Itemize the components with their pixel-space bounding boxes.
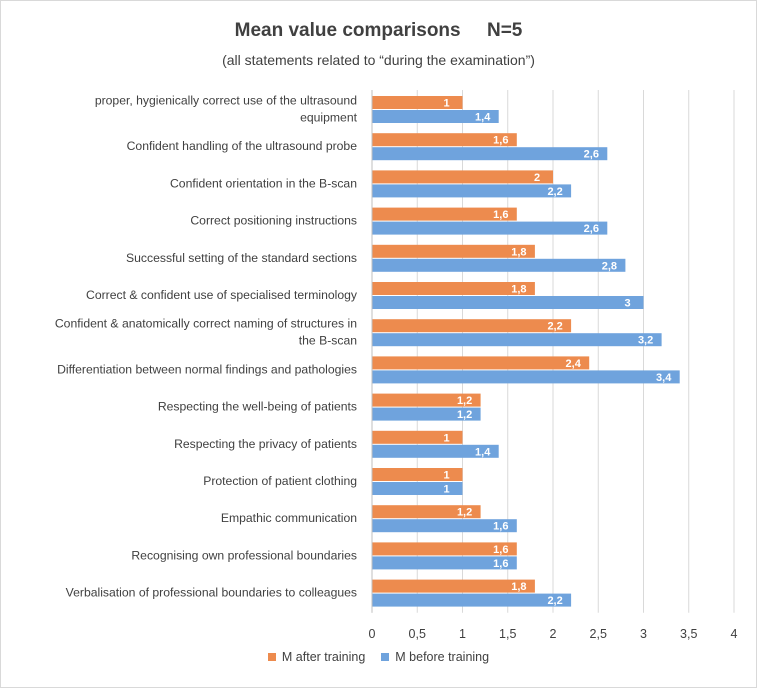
data-label: 2 — [534, 172, 540, 184]
chart-title: Mean value comparisons N=5 — [234, 20, 523, 41]
bar-before-training — [372, 221, 608, 235]
category-label: Respecting the privacy of patients — [174, 437, 357, 451]
bar-after-training — [372, 356, 590, 370]
data-label: 3,4 — [656, 372, 672, 384]
data-label: 2,2 — [547, 321, 562, 333]
legend-swatch-after — [267, 653, 276, 661]
category-label: Respecting the well-being of patients — [158, 400, 357, 414]
bar-before-training — [372, 519, 517, 533]
category-label: Successful setting of the standard secti… — [126, 251, 357, 265]
data-label: 3 — [624, 298, 630, 310]
chart-subtitle: (all statements related to “during the e… — [222, 52, 535, 68]
bar-before-training — [372, 333, 662, 347]
data-label: 2,4 — [566, 358, 582, 370]
bar-after-training — [372, 170, 553, 184]
data-label: 1,6 — [493, 135, 508, 147]
data-label: 2,6 — [584, 223, 599, 235]
data-label: 1,4 — [475, 112, 491, 124]
data-label: 1,2 — [457, 409, 472, 421]
bar-before-training — [372, 407, 481, 421]
bar-after-training — [372, 244, 535, 258]
data-label: 1,6 — [493, 544, 508, 556]
category-label: Confident orientation in the B-scan — [170, 176, 357, 190]
data-label: 2,8 — [602, 260, 617, 272]
legend-item-before: M before training — [381, 650, 489, 664]
bar-before-training — [372, 593, 572, 607]
category-label: the B-scan — [299, 334, 357, 348]
bar-after-training — [372, 282, 535, 295]
data-label: 1 — [443, 98, 449, 110]
bar-after-training — [372, 319, 572, 333]
data-label: 1,8 — [511, 246, 526, 258]
data-label: 3,2 — [638, 335, 653, 347]
bar-after-training — [372, 468, 463, 481]
bar-after-training — [372, 430, 463, 444]
bar-before-training — [372, 184, 572, 198]
category-label: proper, hygienically correct use of the … — [95, 94, 357, 108]
legend-label-before: M before training — [395, 650, 490, 664]
bar-after-training — [372, 542, 517, 556]
x-tick-label: 2 — [550, 627, 557, 641]
legend: M after training M before training — [0, 650, 757, 664]
bar-after-training — [372, 207, 517, 221]
bar-before-training — [372, 556, 517, 570]
data-label: 1,2 — [457, 395, 472, 407]
data-label: 1 — [443, 484, 449, 496]
x-tick-label: 0 — [369, 627, 376, 641]
x-tick-label: 1,5 — [499, 627, 516, 641]
category-label: Confident & anatomically correct naming … — [55, 317, 357, 331]
data-label: 1 — [443, 470, 449, 482]
x-tick-label: 3 — [640, 627, 647, 641]
category-label: equipment — [300, 111, 358, 125]
data-label: 2,6 — [584, 149, 599, 161]
data-label: 1,8 — [511, 581, 526, 593]
data-label: 1,6 — [493, 558, 508, 570]
bar-before-training — [372, 482, 463, 495]
category-label: Empathic communication — [221, 511, 357, 525]
x-tick-label: 3,5 — [680, 627, 697, 641]
x-tick-label: 4 — [731, 627, 738, 641]
bar-before-training — [372, 444, 499, 458]
data-label: 2,2 — [547, 186, 562, 198]
category-label: Confident handling of the ultrasound pro… — [127, 139, 358, 153]
x-tick-label: 0,5 — [409, 627, 426, 641]
legend-swatch-before — [381, 653, 390, 661]
legend-item-after: M after training — [267, 650, 366, 664]
bar-before-training — [372, 370, 680, 384]
category-label: Correct positioning instructions — [190, 214, 357, 228]
bar-after-training — [372, 96, 463, 109]
bar-after-training — [372, 133, 517, 147]
data-label: 1,4 — [475, 446, 491, 458]
data-label: 1,6 — [493, 209, 508, 221]
bar-after-training — [372, 579, 535, 593]
data-label: 1,6 — [493, 521, 508, 533]
category-label: Protection of patient clothing — [203, 474, 357, 488]
category-label: Verbalisation of professional boundaries… — [66, 586, 357, 600]
bar-before-training — [372, 110, 499, 123]
bar-after-training — [372, 505, 481, 519]
bar-after-training — [372, 393, 481, 407]
legend-label-after: M after training — [281, 650, 366, 664]
bar-before-training — [372, 258, 626, 272]
x-tick-label: 2,5 — [590, 627, 607, 641]
category-label: Correct & confident use of specialised t… — [86, 288, 358, 302]
data-label: 2,2 — [547, 595, 562, 607]
data-label: 1,8 — [511, 284, 526, 296]
x-tick-label: 1 — [459, 627, 466, 641]
data-label: 1,2 — [457, 507, 472, 519]
bar-before-training — [372, 296, 644, 309]
bar-before-training — [372, 147, 608, 161]
category-label: Recognising own professional boundaries — [131, 548, 357, 562]
category-label: Differentiation between normal findings … — [57, 362, 357, 376]
data-label: 1 — [443, 432, 449, 444]
